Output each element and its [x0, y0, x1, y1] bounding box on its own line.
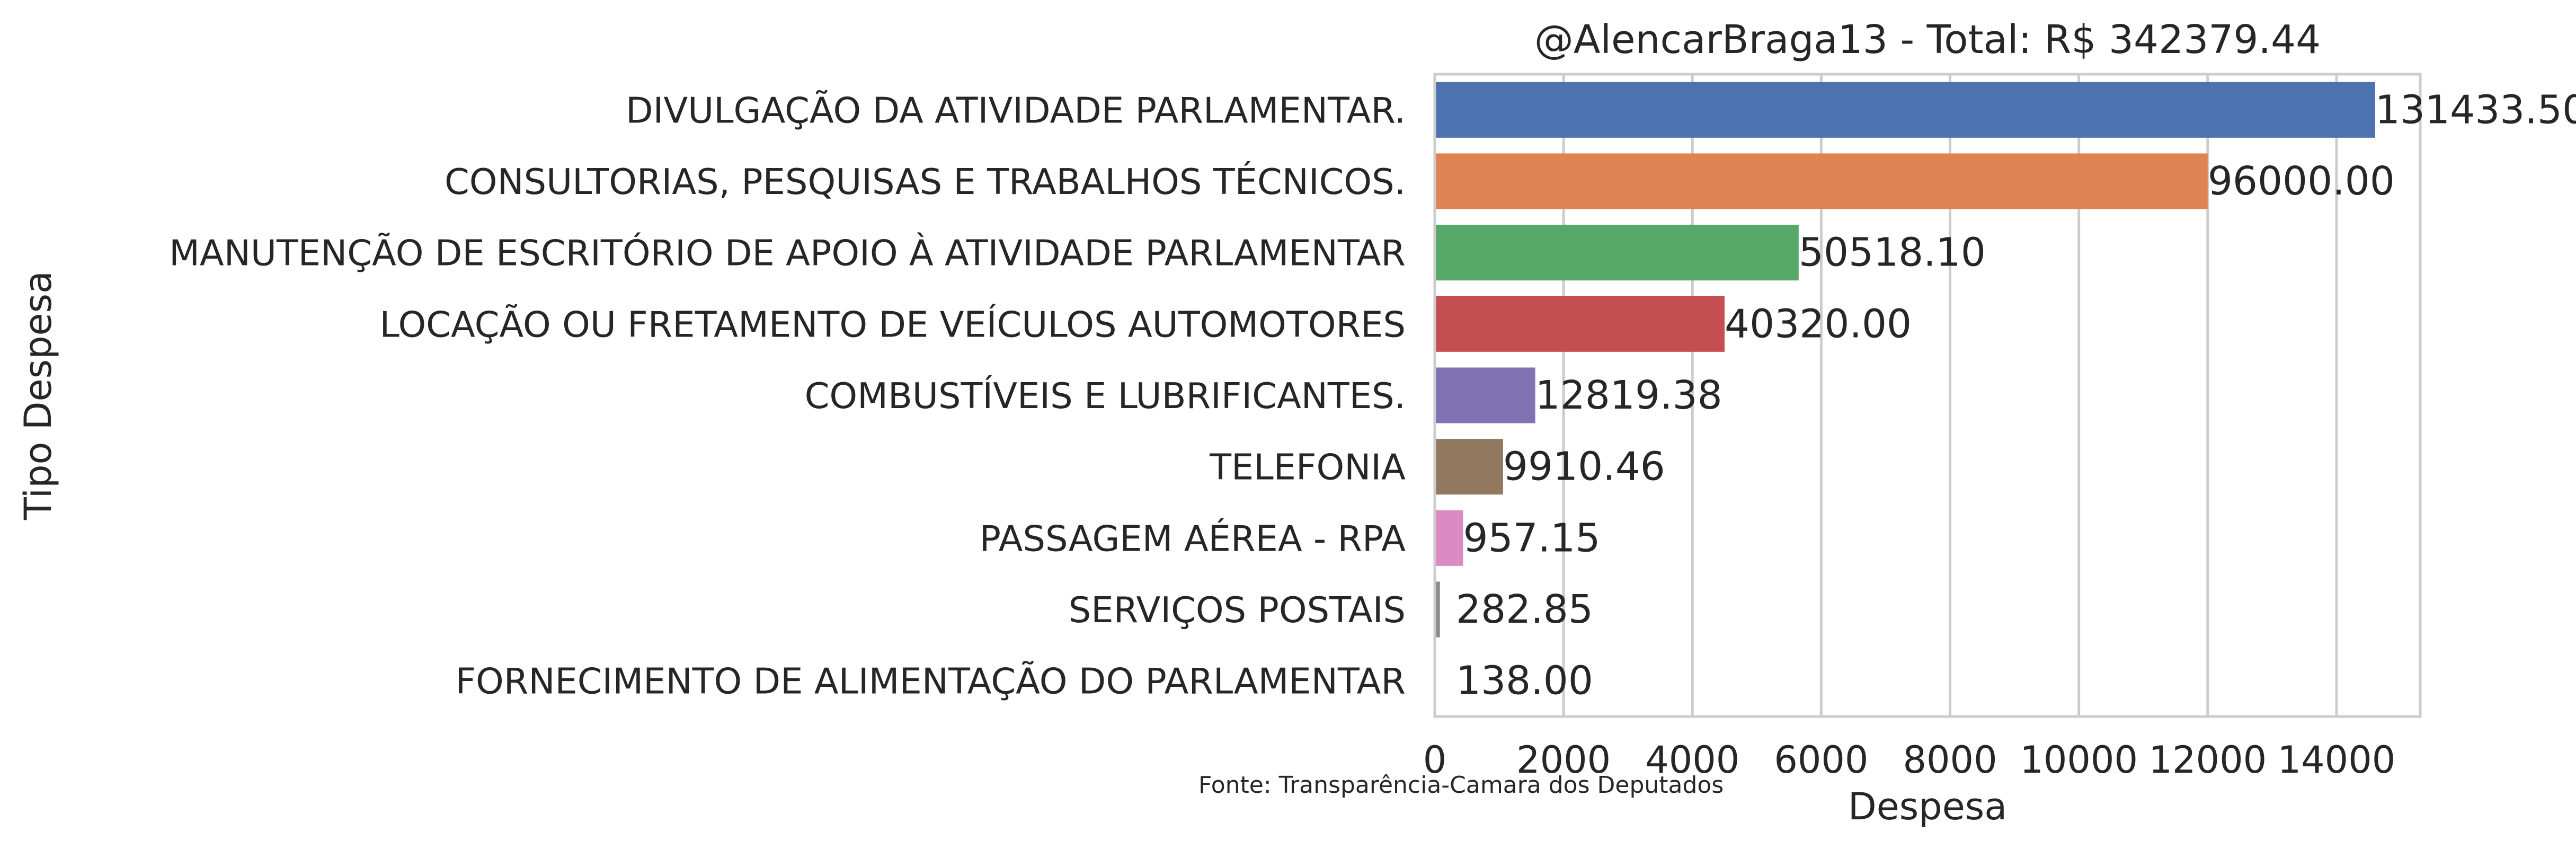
- y-axis-label: Tipo Despesa: [16, 271, 60, 520]
- x-axis-label: Despesa: [1848, 785, 2007, 828]
- category-label: LOCAÇÃO OU FRETAMENTO DE VEÍCULOS AUTOMO…: [380, 303, 1406, 345]
- category-label: FORNECIMENTO DE ALIMENTAÇÃO DO PARLAMENT…: [456, 660, 1406, 702]
- bar: [1435, 225, 1799, 281]
- x-tick-label: 6000: [1774, 738, 1868, 782]
- bars: [1435, 82, 2375, 709]
- data-labels: 131433.50 96000.00 50518.10 40320.0012819.3…: [1456, 87, 2576, 703]
- data-label: 957.15: [1463, 515, 1600, 561]
- category-label: CONSULTORIAS, PESQUISAS E TRABALHOS TÉCN…: [445, 161, 1406, 202]
- data-label: 96000.00: [2208, 158, 2395, 204]
- plot-frame: [1433, 73, 2422, 718]
- category-label: DIVULGAÇÃO DA ATIVIDADE PARLAMENTAR.: [626, 89, 1406, 131]
- data-label: 50518.10: [1799, 230, 1986, 276]
- x-tick-label: 8000: [1903, 738, 1997, 782]
- bar: [1435, 367, 1535, 423]
- x-tick-label: 14000: [2278, 738, 2396, 782]
- x-tick-label: 12000: [2148, 738, 2267, 782]
- category-labels: DIVULGAÇÃO DA ATIVIDADE PARLAMENTAR. CONS…: [169, 89, 1406, 702]
- category-label: SERVIÇOS POSTAIS: [1069, 589, 1406, 631]
- category-label: TELEFONIA: [1209, 447, 1406, 488]
- data-label: 138.00: [1456, 658, 1593, 704]
- data-label: 282.85: [1456, 587, 1593, 632]
- bar: [1435, 510, 1463, 566]
- data-label: 40320.00: [1725, 301, 1912, 347]
- x-tick-label: 4000: [1645, 738, 1739, 782]
- data-label: 12819.38: [1535, 373, 1722, 418]
- category-label: COMBUSTÍVEIS E LUBRIFICANTES.: [805, 375, 1406, 417]
- bar: [1435, 153, 2208, 209]
- category-label: MANUTENÇÃO DE ESCRITÓRIO DE APOIO À ATIV…: [169, 232, 1406, 274]
- data-label: 9910.46: [1503, 444, 1665, 490]
- bar: [1435, 296, 1725, 352]
- x-tick-label: 2000: [1516, 738, 1611, 782]
- bar: [1435, 439, 1503, 495]
- bar: [1435, 581, 1440, 638]
- x-tick-label: 10000: [2020, 738, 2138, 782]
- source-note: Fonte: Transparência-Camara dos Deputado…: [1198, 772, 1724, 799]
- bar: [1435, 82, 2375, 138]
- x-tick-label: 0: [1423, 738, 1447, 782]
- data-label: 131433.50: [2375, 87, 2576, 132]
- chart-title: @AlencarBraga13 - Total: R$ 342379.44: [1534, 17, 2321, 63]
- category-label: PASSAGEM AÉREA - RPA: [980, 517, 1406, 559]
- x-tick-labels: 0 2000 4000 6000 8000 10000 12000 14000: [1423, 738, 2396, 782]
